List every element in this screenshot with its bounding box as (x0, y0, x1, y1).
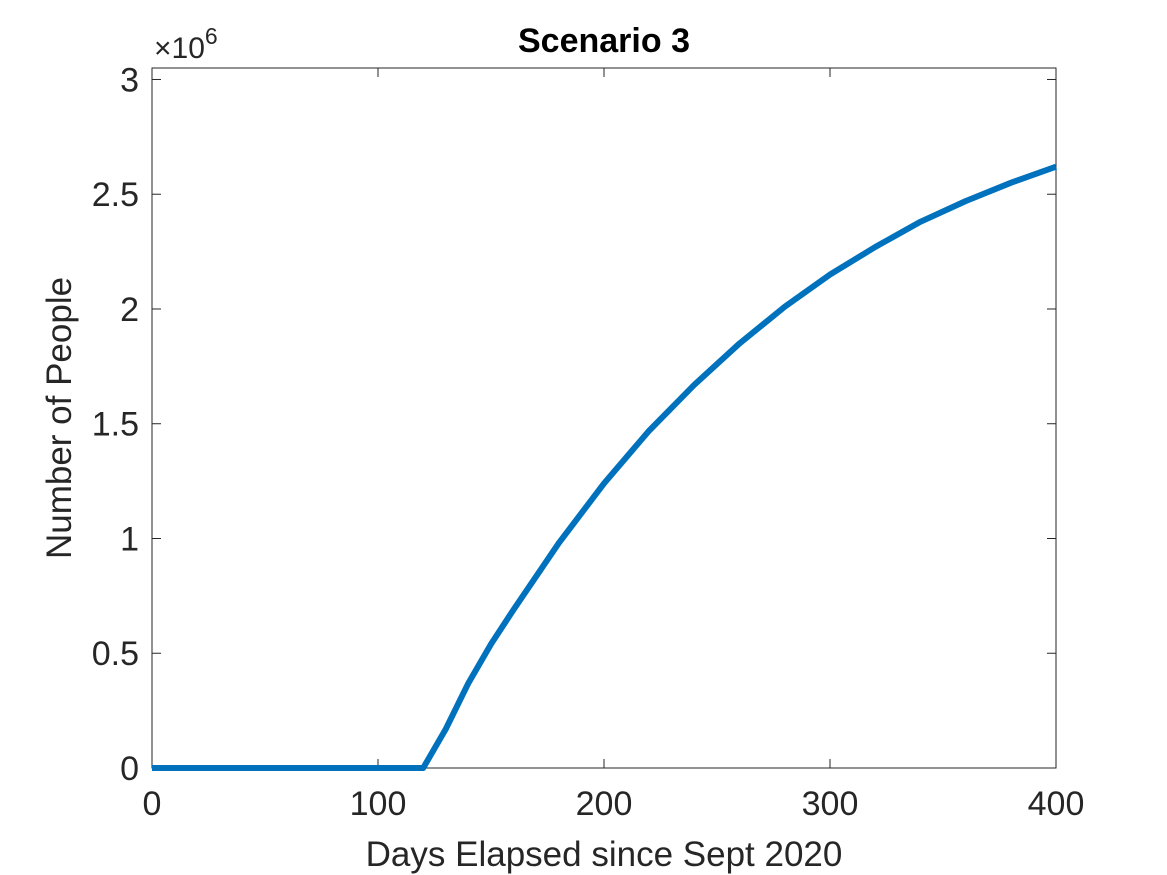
plot-area (151, 67, 1057, 769)
y-tick-label: 1 (120, 520, 139, 558)
y-tick-label: 2.5 (92, 176, 139, 214)
chart-title: Scenario 3 (518, 22, 690, 60)
x-tick-label: 100 (350, 785, 407, 823)
tick-labels: 0 100 200 300 400 0 0.5 1 1.5 2 2.5 3 (92, 61, 1085, 823)
x-axis-label: Days Elapsed since Sept 2020 (366, 835, 843, 874)
x-tick-label: 300 (802, 785, 859, 823)
y-tick-label: 0.5 (92, 635, 139, 673)
y-tick-label: 1.5 (92, 406, 139, 444)
y-axis-label: Number of People (40, 277, 79, 559)
series-line (152, 163, 1058, 771)
y-multiplier-exponent: 6 (205, 23, 218, 49)
y-multiplier-base: ×10 (154, 32, 205, 65)
y-tick-label: 0 (120, 750, 139, 788)
y-multiplier: ×106 (154, 23, 218, 65)
x-tick-label: 0 (143, 785, 162, 823)
series-layer (152, 163, 1058, 771)
x-tick-label: 200 (576, 785, 633, 823)
y-tick-label: 2 (120, 291, 139, 329)
x-tick-label: 400 (1028, 785, 1085, 823)
y-tick-label: 3 (120, 61, 139, 99)
